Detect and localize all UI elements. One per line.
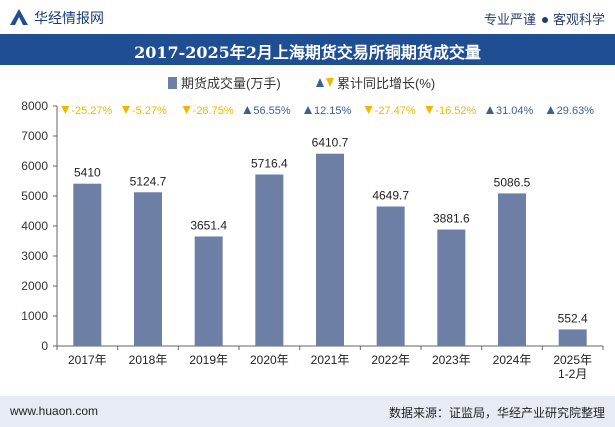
top-bar: 华经情报网 专业严谨 客观科学 [0, 0, 615, 34]
growth-value-label: 29.63% [557, 105, 595, 117]
footer-bar: www.huaon.com 数据来源：证监局，华经产业研究院整理 [0, 396, 615, 427]
bar-value-label: 552.4 [558, 311, 588, 325]
growth-down-marker-icon [61, 106, 70, 114]
growth-down-marker-icon [425, 106, 434, 114]
y-tick-label: 6000 [21, 159, 48, 173]
growth-value-label: -28.75% [193, 105, 234, 117]
data-source: 数据来源：证监局，华经产业研究院整理 [388, 406, 605, 420]
bar-value-label: 5410 [74, 166, 101, 180]
x-tick-label: 2024年 [493, 353, 532, 367]
x-tick-label: 2022年 [371, 353, 410, 367]
bar-chart: 0 1000 2000 3000 4000 5000 6000 7000 8000 5410 201… [21, 76, 604, 381]
bar [194, 236, 223, 346]
bar [316, 153, 344, 346]
x-tick-label: 1-2月 [558, 367, 587, 381]
growth-value-label: 31.04% [496, 105, 534, 117]
y-tick-label: 4000 [21, 219, 48, 233]
y-tick-label: 8000 [21, 99, 48, 113]
x-tick-label: 2023年 [432, 353, 471, 367]
y-tick-label: 0 [41, 339, 48, 353]
bar-value-label: 5124.7 [130, 174, 167, 188]
growth-up-marker-icon [243, 106, 252, 114]
separator-dot-icon [541, 16, 548, 23]
bar [376, 206, 405, 346]
legend-bar-label: 期货成交量(万手) [181, 76, 281, 91]
x-tick-label: 2018年 [129, 353, 168, 367]
tagline-right: 客观科学 [552, 12, 605, 27]
bar-value-label: 4649.7 [372, 189, 409, 203]
x-tick-label: 2025年 [553, 353, 592, 367]
growth-value-label: -16.52% [435, 105, 476, 117]
growth-value-label: -5.27% [132, 105, 167, 117]
bar [73, 183, 102, 346]
y-tick-label: 2000 [21, 279, 48, 293]
growth-value-label: 56.55% [253, 105, 291, 117]
x-tick-label: 2019年 [189, 353, 228, 367]
bar-value-label: 6410.7 [312, 136, 349, 150]
growth-up-marker-icon [486, 106, 494, 114]
bar [558, 329, 587, 346]
y-tick-label: 5000 [21, 189, 48, 203]
bar [134, 192, 162, 346]
tagline: 专业严谨 客观科学 [484, 9, 605, 28]
bar-value-label: 3651.4 [190, 218, 227, 232]
legend-bar-swatch [168, 77, 177, 89]
x-tick-label: 2020年 [250, 353, 289, 367]
chart-title: 2017-2025年2月上海期货交易所铜期货成交量 [134, 43, 481, 62]
bar [437, 229, 466, 346]
bar-value-label: 5716.4 [251, 157, 288, 171]
growth-value-label: 12.15% [314, 105, 352, 117]
bar-value-label: 3881.6 [433, 212, 470, 226]
legend-down-marker-icon [326, 78, 334, 87]
bar-value-label: 5086.5 [494, 175, 531, 189]
tagline-left: 专业严谨 [483, 12, 536, 27]
legend-up-marker-icon [316, 78, 324, 87]
growth-down-marker-icon [122, 106, 130, 114]
growth-down-marker-icon [182, 106, 191, 114]
growth-value-label: -27.47% [375, 105, 416, 117]
bar [498, 193, 526, 346]
y-tick-label: 1000 [21, 309, 48, 323]
title-bar: 2017-2025年2月上海期货交易所铜期货成交量 [0, 34, 615, 65]
y-tick-label: 3000 [21, 249, 48, 263]
brand-name: 华经情报网 [34, 10, 104, 26]
legend-growth-label: 累计同比增长(%) [337, 76, 435, 91]
y-tick-label: 7000 [21, 129, 48, 143]
bar [255, 174, 284, 346]
footer-url: www.huaon.com [10, 404, 99, 418]
logo-icon [10, 9, 28, 25]
x-tick-label: 2017年 [68, 353, 107, 367]
growth-down-marker-icon [364, 106, 373, 114]
x-tick-label: 2021年 [311, 353, 350, 367]
growth-value-label: -25.27% [71, 105, 112, 117]
growth-up-marker-icon [546, 106, 555, 114]
growth-up-marker-icon [304, 106, 312, 114]
